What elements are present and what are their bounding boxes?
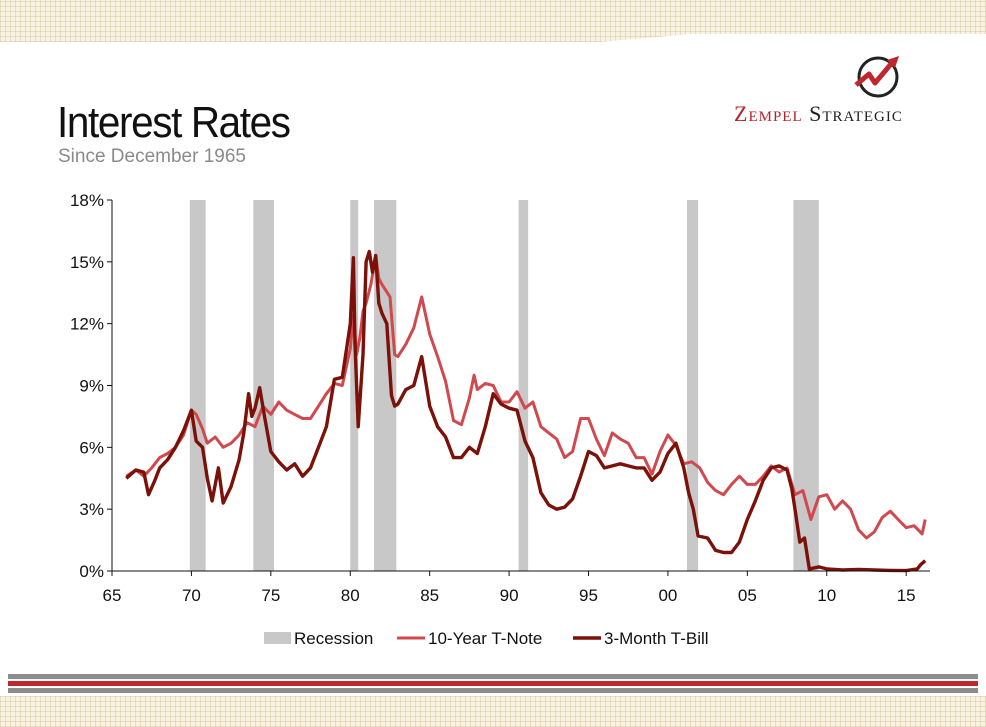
recession-band-0 — [189, 200, 206, 571]
recession-bands — [189, 200, 819, 571]
legend-label-recession: Recession — [294, 629, 373, 648]
series-line-1 — [125, 249, 927, 573]
x-tick-label-5: 90 — [500, 586, 519, 605]
footer-pattern-band — [0, 696, 986, 727]
y-tick-label-2: 6% — [79, 438, 104, 457]
x-tick-label-4: 85 — [420, 586, 439, 605]
legend-label-three-month: 3-Month T-Bill — [604, 629, 709, 648]
y-tick-label-3: 9% — [79, 377, 104, 396]
recession-band-5 — [686, 200, 699, 571]
zigzag-arrow-circle-icon — [854, 56, 899, 98]
x-tick-label-8: 05 — [738, 586, 757, 605]
legend-label-ten-year: 10-Year T-Note — [428, 629, 542, 648]
x-tick-label-2: 75 — [261, 586, 280, 605]
x-tick-label-0: 65 — [103, 586, 122, 605]
x-tick-label-7: 00 — [658, 586, 677, 605]
footer-rule-red — [8, 681, 978, 686]
legend-swatch-recession — [264, 632, 291, 644]
y-tick-label-4: 12% — [70, 315, 104, 334]
recession-band-2 — [350, 200, 359, 571]
recession-band-3 — [374, 200, 397, 571]
x-tick-label-10: 15 — [897, 586, 916, 605]
brand-wordmark: Zempel Strategic — [734, 101, 903, 127]
page-subtitle: Since December 1965 — [58, 146, 246, 167]
y-tick-label-0: 0% — [79, 562, 104, 581]
x-tick-label-1: 70 — [182, 586, 201, 605]
x-tick-label-9: 10 — [817, 586, 836, 605]
x-tick-label-3: 80 — [341, 586, 360, 605]
chart-axes: 0% 3% 6% 9% 12% 15% 18% 65 70 75 80 85 90 95 00 05 10 15 — [70, 191, 930, 605]
y-tick-label-6: 18% — [70, 191, 104, 210]
brand-part1: Zempel — [734, 101, 803, 126]
header-band-notch — [0, 34, 986, 52]
recession-band-1 — [253, 200, 275, 571]
page-title: Interest Rates — [57, 98, 291, 147]
brand-part2: Strategic — [809, 101, 903, 126]
series-lines — [125, 249, 927, 573]
footer-rule-gray-2 — [8, 688, 978, 693]
recession-band-4 — [518, 200, 529, 571]
interest-rates-chart: 0%3%6%9%12%15%18%65 70 75 80 85 90 95 00 05 10 15 … — [70, 191, 930, 648]
x-tick-label-6: 95 — [579, 586, 598, 605]
y-tick-label-1: 3% — [79, 500, 104, 519]
chart-legend: Recession 10-Year T-Note 3-Month T-Bill — [264, 629, 709, 648]
footer-rule-gray — [8, 674, 978, 679]
y-tick-label-5: 15% — [70, 253, 104, 272]
